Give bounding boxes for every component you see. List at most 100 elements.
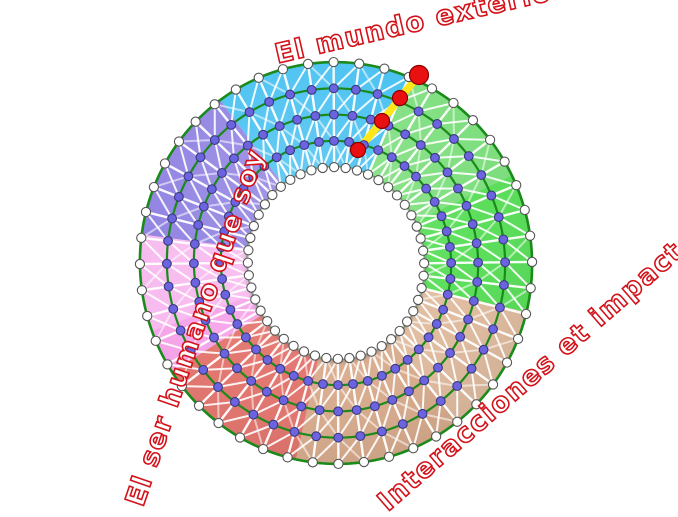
mesh-node (260, 200, 269, 209)
mesh-node (500, 281, 509, 290)
mesh-node (260, 162, 269, 171)
mesh-node (352, 166, 361, 175)
mesh-node (226, 305, 235, 314)
mesh-node (467, 364, 476, 373)
mesh-node (235, 433, 244, 442)
mesh-node (352, 406, 361, 415)
mesh-node (300, 141, 309, 150)
mesh-node (249, 221, 258, 230)
mesh-node (525, 231, 534, 240)
mesh-node (217, 243, 226, 252)
mesh-node (289, 371, 298, 380)
mesh-node (279, 396, 288, 405)
mesh-node (447, 259, 456, 268)
mesh-node (329, 84, 338, 93)
mesh-node (254, 73, 263, 82)
mesh-node (473, 278, 482, 287)
mesh-node (290, 427, 299, 436)
mesh-node (151, 336, 160, 345)
mesh-node (137, 233, 146, 242)
mesh-node (137, 286, 146, 295)
mesh-node (479, 345, 488, 354)
mesh-node (356, 351, 365, 360)
mesh-node (218, 169, 227, 178)
mesh-node (245, 108, 254, 117)
mesh-node (265, 98, 274, 107)
mesh-node (431, 153, 440, 162)
mesh-node (244, 271, 253, 280)
mesh-node (196, 153, 205, 162)
mesh-node (359, 457, 368, 466)
mesh-node (469, 297, 478, 306)
mesh-node (420, 259, 429, 268)
mesh-node (246, 233, 255, 242)
mesh-node (214, 383, 223, 392)
mesh-node (247, 377, 256, 386)
mesh-node (430, 197, 439, 206)
mesh-node (414, 345, 423, 354)
mesh-node (439, 305, 448, 314)
mesh-node (432, 320, 441, 329)
mesh-node (442, 227, 451, 236)
mesh-node (488, 380, 497, 389)
mesh-node (189, 259, 198, 268)
mesh-node (450, 135, 459, 144)
mesh-node (289, 341, 298, 350)
mesh-node (263, 356, 272, 365)
mesh-node (418, 409, 427, 418)
mesh-node (432, 432, 441, 441)
mesh-node (496, 303, 505, 312)
mesh-node (387, 153, 396, 162)
mesh-node (176, 326, 185, 335)
mesh-node (363, 170, 372, 179)
mesh-node (489, 325, 498, 334)
mesh-node (275, 122, 284, 131)
mesh-node (443, 290, 452, 299)
mesh-node (445, 243, 454, 252)
mesh-node (374, 146, 383, 155)
mesh-node (367, 347, 376, 356)
mesh-node (502, 358, 511, 367)
mesh-node (449, 98, 458, 107)
mesh-node (195, 297, 204, 306)
mesh-node (403, 355, 412, 364)
mesh-node (412, 172, 421, 181)
mesh-node (513, 334, 522, 343)
mesh-node (247, 283, 256, 292)
mesh-node (414, 295, 423, 304)
mesh-node (239, 184, 248, 193)
mesh-node (216, 259, 225, 268)
mesh-node (149, 183, 158, 192)
mesh-node (456, 332, 465, 341)
mesh-node (378, 371, 387, 380)
mesh-node (521, 309, 530, 318)
mesh-node (286, 146, 295, 155)
mesh-node (334, 459, 343, 468)
mesh-node (304, 377, 313, 386)
mesh-node (355, 59, 364, 68)
mesh-node (224, 212, 233, 221)
mesh-node (307, 86, 316, 95)
mesh-node (398, 420, 407, 429)
mesh-node (464, 152, 473, 161)
mesh-node (276, 182, 285, 191)
mesh-node (143, 311, 152, 320)
mesh-node (377, 342, 386, 351)
mesh-node (472, 400, 481, 409)
mesh-node (424, 333, 433, 342)
mesh-node (474, 258, 483, 267)
mesh-node (268, 190, 277, 199)
mesh-node (400, 162, 409, 171)
mesh-node (526, 284, 535, 293)
mesh-node (243, 141, 252, 150)
mesh-node (269, 420, 278, 429)
mesh-node (433, 120, 442, 129)
highlight-node (410, 66, 429, 85)
mesh-node (378, 427, 387, 436)
mesh-node (462, 201, 471, 210)
mesh-node (416, 141, 425, 150)
mesh-node (191, 117, 200, 126)
mesh-node (420, 376, 429, 385)
mesh-node (251, 295, 260, 304)
